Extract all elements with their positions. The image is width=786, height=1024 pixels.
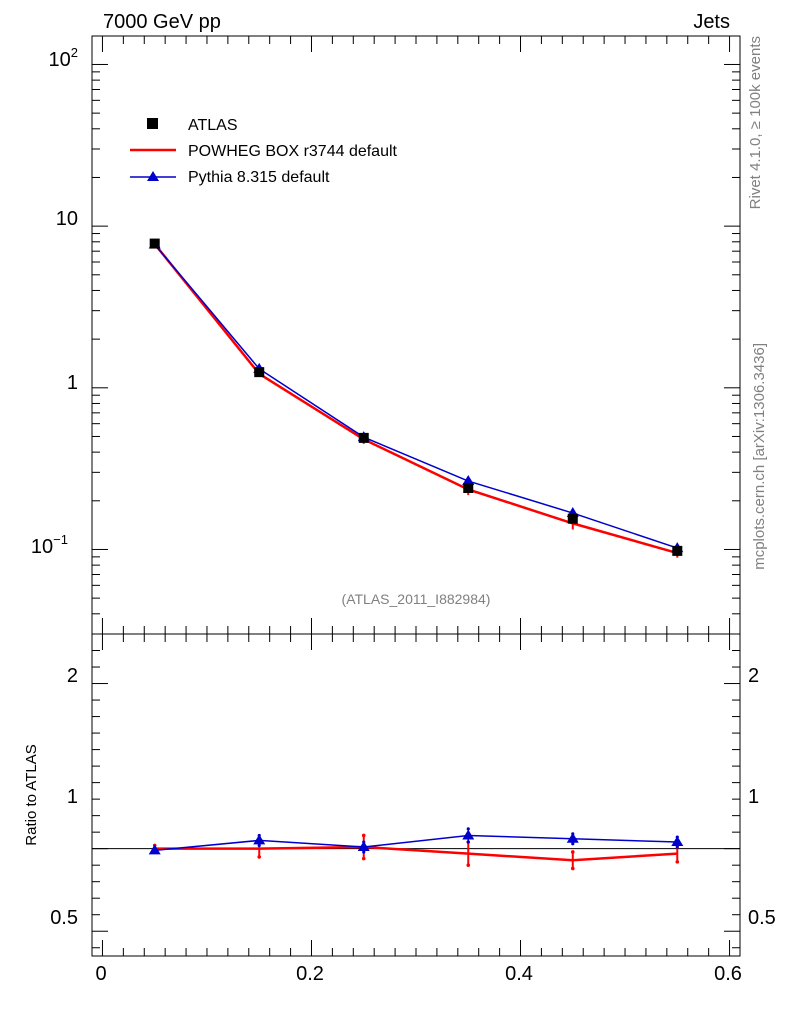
ratio-ytick-right-2: 2 bbox=[748, 665, 759, 687]
ytick-label-0.1: 10−1 bbox=[31, 532, 68, 558]
ratio-ytick-left-1: 1 bbox=[67, 786, 78, 808]
pythia-ratio-point bbox=[253, 834, 266, 845]
pythia-ratio-point bbox=[462, 829, 475, 840]
legend-pythia-label: Pythia 8.315 default bbox=[188, 169, 330, 186]
main-data-layer bbox=[148, 238, 684, 558]
legend-powheg-label: POWHEG BOX r3744 default bbox=[188, 143, 398, 160]
ratio-ytick-labels: 2 1 0.5 2 1 0.5 bbox=[50, 665, 776, 929]
powheg-ratio-line bbox=[154, 845, 678, 862]
pythia-ratio-errorcap bbox=[466, 840, 470, 844]
pythia-ratio-point bbox=[148, 844, 161, 855]
pythia-ratio-errorcap bbox=[362, 850, 366, 854]
ratio-plot-frame bbox=[91, 633, 741, 957]
mcplots-label: mcplots.cern.ch [arXiv:1306.3436] bbox=[751, 343, 768, 570]
powheg-ratio-errorcap bbox=[570, 866, 575, 871]
pythia-ratio-line bbox=[154, 834, 678, 852]
pythia-ratio-errorcap bbox=[571, 842, 575, 846]
ytick-label-10: 10 bbox=[56, 208, 78, 230]
atlas-point bbox=[672, 545, 683, 556]
ratio-data-layer bbox=[148, 827, 684, 871]
xtick-label-0: 0 bbox=[95, 963, 106, 985]
atlas-point bbox=[567, 513, 578, 524]
ratio-ytick-left-2: 2 bbox=[67, 665, 78, 687]
legend-atlas-marker bbox=[147, 118, 158, 129]
legend-pythia-marker bbox=[147, 171, 159, 181]
legend: ATLAS POWHEG BOX r3744 default Pythia 8.… bbox=[130, 117, 398, 186]
pythia-ratio-point bbox=[357, 841, 370, 852]
header-right: Jets bbox=[693, 11, 730, 33]
powheg-ratio-errorcap bbox=[570, 850, 575, 854]
powheg-ratio-errorcap bbox=[361, 833, 366, 838]
atlas-point bbox=[358, 432, 369, 443]
ratio-ytick-right-1: 1 bbox=[748, 786, 759, 808]
pythia-ratio-point bbox=[566, 832, 579, 843]
pythia-ratio-errorcap bbox=[675, 845, 679, 849]
pythia-ratio-errorcap bbox=[257, 843, 261, 847]
powheg-ratio-errorcap bbox=[675, 860, 680, 864]
pythia-ratio-point bbox=[671, 836, 684, 847]
powheg-line bbox=[153, 243, 678, 555]
atlas-point bbox=[254, 367, 265, 378]
x-axis-ticks bbox=[101, 36, 731, 956]
ratio-axis-ticks bbox=[92, 633, 740, 949]
ytick-label-1: 1 bbox=[67, 372, 78, 394]
xtick-label-0.4: 0.4 bbox=[505, 963, 533, 985]
powheg-ratio-errorcap bbox=[466, 863, 471, 867]
powheg-ratio-errorcap bbox=[361, 856, 366, 861]
ratio-ytick-right-0.5: 0.5 bbox=[748, 907, 776, 929]
xtick-label-0.2: 0.2 bbox=[296, 963, 324, 985]
ratio-ytick-left-0.5: 0.5 bbox=[50, 907, 78, 929]
main-ytick-labels: 102 10 1 10−1 bbox=[31, 45, 78, 558]
main-axis-ticks bbox=[92, 63, 740, 635]
legend-atlas-label: ATLAS bbox=[188, 117, 238, 134]
ytick-label-100: 102 bbox=[49, 45, 78, 71]
atlas-point bbox=[463, 483, 474, 494]
powheg-ratio-errorcap bbox=[257, 855, 262, 859]
ratio-ylabel: Ratio to ATLAS bbox=[23, 744, 40, 845]
pythia-ratio-errorcap bbox=[466, 827, 470, 831]
xtick-label-0.6: 0.6 bbox=[714, 963, 742, 985]
pythia-point bbox=[462, 475, 475, 486]
rivet-label: Rivet 4.1.0, ≥ 100k events bbox=[747, 36, 764, 209]
atlas-point bbox=[149, 238, 160, 249]
analysis-id: (ATLAS_2011_I882984) bbox=[342, 591, 491, 607]
header-left: 7000 GeV pp bbox=[103, 11, 221, 33]
pythia-line bbox=[154, 244, 678, 549]
xtick-labels: 0 0.2 0.4 0.6 bbox=[95, 963, 741, 985]
